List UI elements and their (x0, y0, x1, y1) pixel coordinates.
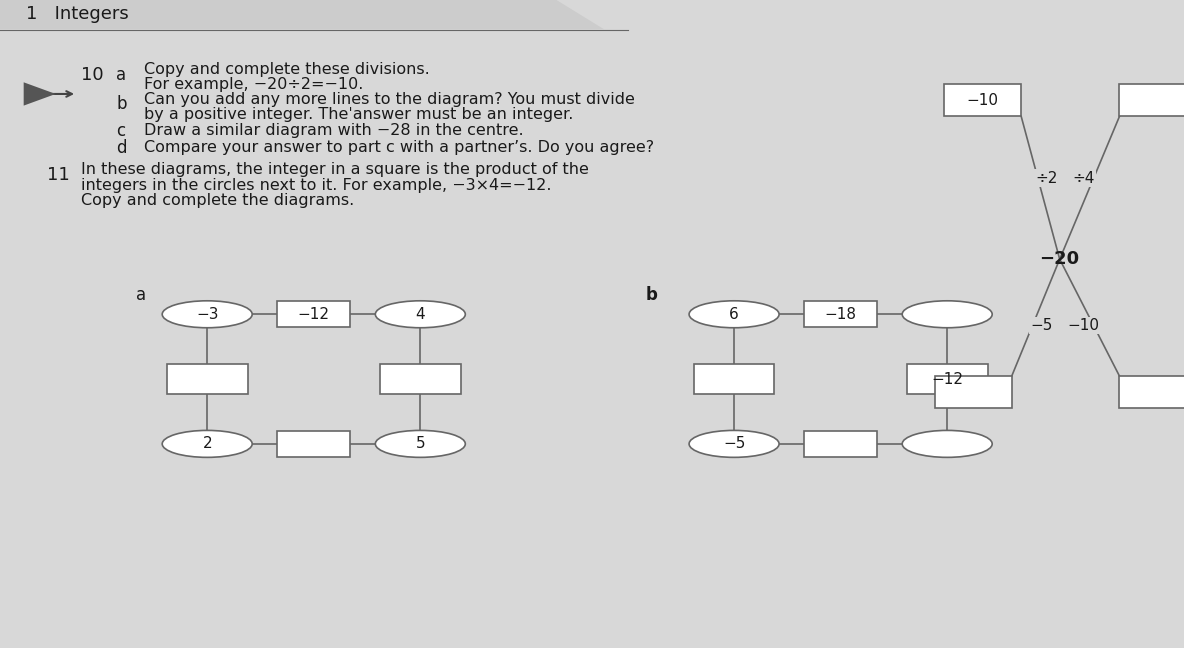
FancyBboxPatch shape (277, 431, 350, 457)
FancyBboxPatch shape (1120, 84, 1184, 117)
FancyBboxPatch shape (380, 364, 461, 395)
Text: −10: −10 (1068, 318, 1100, 333)
Text: by a positive integer. Theˈanswer must be an integer.: by a positive integer. Theˈanswer must b… (144, 106, 574, 122)
Text: −20: −20 (1040, 250, 1080, 268)
FancyBboxPatch shape (907, 364, 987, 395)
Text: ÷2: ÷2 (1035, 170, 1057, 185)
FancyBboxPatch shape (804, 431, 877, 457)
Ellipse shape (162, 301, 252, 328)
Text: −18: −18 (824, 307, 857, 322)
Text: −12: −12 (297, 307, 330, 322)
Text: −12: −12 (931, 371, 964, 387)
FancyBboxPatch shape (945, 84, 1021, 117)
Polygon shape (0, 0, 604, 29)
Text: a: a (116, 65, 127, 84)
Ellipse shape (375, 301, 465, 328)
Text: d: d (116, 139, 127, 157)
Text: b: b (645, 286, 657, 304)
Text: −3: −3 (195, 307, 219, 322)
Text: 6: 6 (729, 307, 739, 322)
Text: −5: −5 (1030, 318, 1053, 333)
Text: 10: 10 (81, 65, 103, 84)
FancyBboxPatch shape (277, 301, 350, 327)
Text: Copy and complete these divisions.: Copy and complete these divisions. (144, 62, 430, 78)
Text: ÷4: ÷4 (1073, 170, 1095, 185)
Text: Compare your answer to part c with a partner’s. Do you agree?: Compare your answer to part c with a par… (144, 140, 655, 156)
Text: b: b (116, 95, 127, 113)
Text: 11: 11 (47, 166, 70, 184)
Text: For example, −20÷2=−10.: For example, −20÷2=−10. (144, 77, 363, 93)
FancyBboxPatch shape (694, 364, 774, 395)
Text: Can you add any more lines to the diagram? You must divide: Can you add any more lines to the diagra… (144, 91, 636, 107)
Text: integers in the circles next to it. For example, −3×4=−12.: integers in the circles next to it. For … (81, 178, 551, 193)
FancyBboxPatch shape (935, 376, 1012, 408)
Ellipse shape (902, 301, 992, 328)
Text: c: c (116, 122, 126, 140)
Ellipse shape (902, 430, 992, 457)
FancyBboxPatch shape (804, 301, 877, 327)
Text: −10: −10 (966, 93, 999, 108)
Ellipse shape (689, 430, 779, 457)
Ellipse shape (375, 430, 465, 457)
Text: Draw a similar diagram with −28 in the centre.: Draw a similar diagram with −28 in the c… (144, 123, 525, 139)
Text: Copy and complete the diagrams.: Copy and complete the diagrams. (81, 193, 354, 209)
Text: a: a (136, 286, 147, 304)
FancyBboxPatch shape (167, 364, 247, 395)
Text: 1   Integers: 1 Integers (26, 5, 129, 23)
Text: 5: 5 (416, 436, 425, 452)
Text: In these diagrams, the integer in a square is the product of the: In these diagrams, the integer in a squa… (81, 162, 588, 178)
Ellipse shape (162, 430, 252, 457)
Text: 4: 4 (416, 307, 425, 322)
Polygon shape (24, 82, 56, 106)
Ellipse shape (689, 301, 779, 328)
Text: −5: −5 (723, 436, 745, 452)
FancyBboxPatch shape (1120, 376, 1184, 408)
Text: 2: 2 (202, 436, 212, 452)
